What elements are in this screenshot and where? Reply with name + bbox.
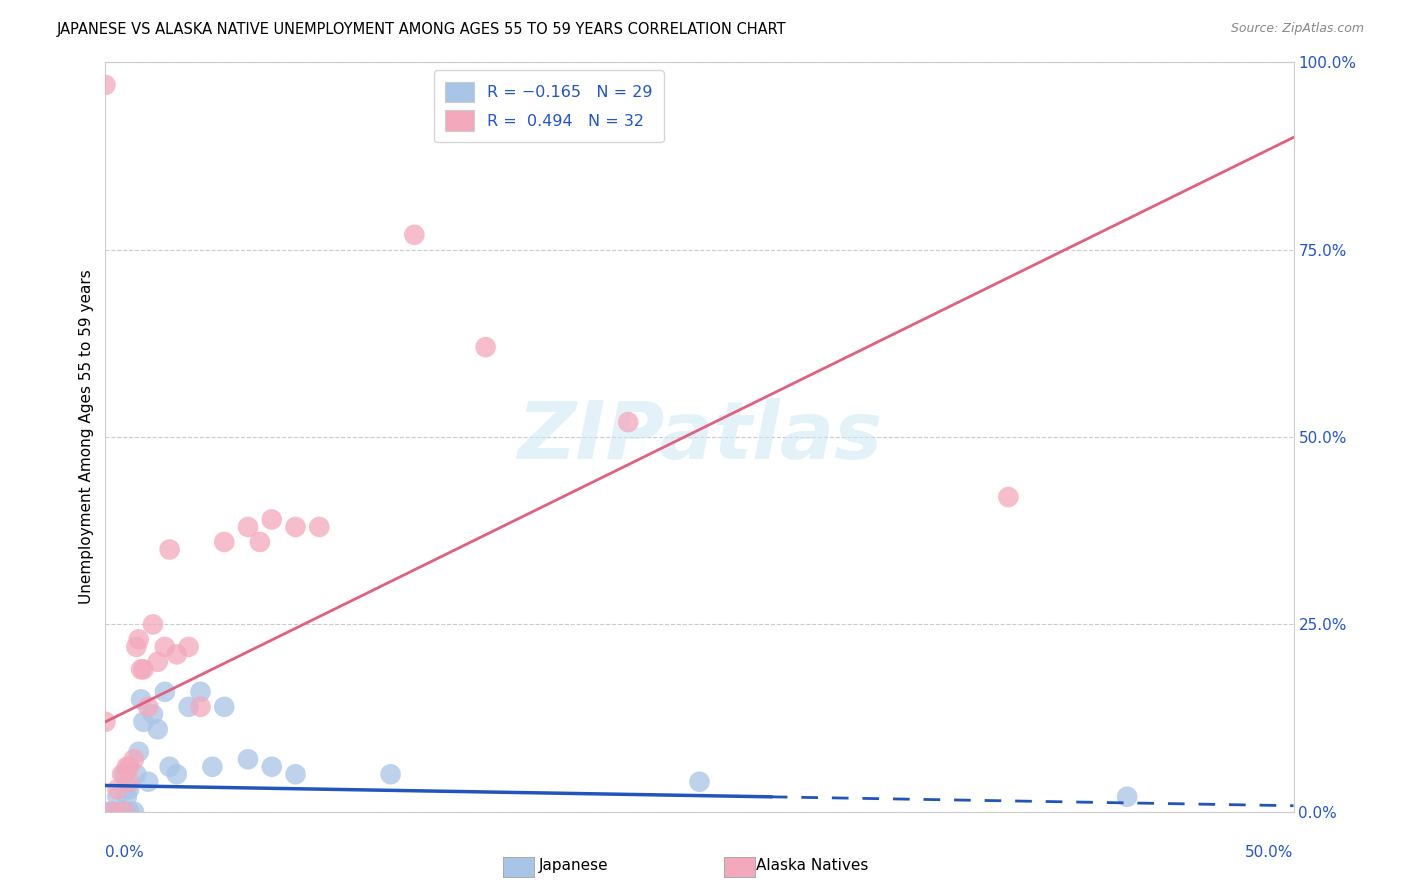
Point (111, 805, 134, 819)
Point (129, 662, 152, 676)
Point (260, 760, 283, 774)
Point (177, 640, 200, 654)
Point (101, 805, 124, 819)
Point (249, 535, 271, 549)
Text: JAPANESE VS ALASKA NATIVE UNEMPLOYMENT AMONG AGES 55 TO 59 YEARS CORRELATION CHA: JAPANESE VS ALASKA NATIVE UNEMPLOYMENT A… (56, 22, 786, 37)
Point (118, 782, 141, 797)
Point (132, 662, 155, 676)
Text: Source: ZipAtlas.com: Source: ZipAtlas.com (1230, 22, 1364, 36)
Point (122, 752, 145, 766)
Point (105, 789, 128, 804)
Text: Japanese: Japanese (538, 858, 609, 872)
Text: Alaska Natives: Alaska Natives (756, 858, 869, 872)
Point (177, 699, 200, 714)
Point (118, 774, 141, 789)
Point (284, 520, 307, 534)
Point (617, 415, 640, 429)
Point (159, 760, 181, 774)
Point (997, 490, 1019, 504)
Point (146, 723, 169, 737)
Point (153, 685, 176, 699)
Point (166, 648, 188, 662)
Point (101, 805, 124, 819)
Point (166, 767, 188, 781)
Point (201, 760, 224, 774)
Point (105, 782, 128, 797)
Point (111, 767, 134, 781)
Point (94, 805, 117, 819)
Point (214, 699, 236, 714)
Point (118, 805, 141, 819)
Point (190, 699, 212, 714)
Point (128, 745, 150, 759)
Point (159, 542, 181, 557)
Point (214, 535, 236, 549)
Point (136, 774, 159, 789)
Point (114, 805, 136, 819)
Point (380, 767, 402, 781)
Point (118, 760, 141, 774)
Point (94, 78, 117, 92)
Text: 50.0%: 50.0% (1246, 846, 1294, 861)
Point (146, 655, 169, 669)
Point (142, 707, 165, 722)
Point (128, 632, 150, 647)
Point (94, 714, 117, 729)
Y-axis label: Unemployment Among Ages 55 to 59 years: Unemployment Among Ages 55 to 59 years (79, 269, 94, 605)
Point (153, 640, 176, 654)
Point (190, 685, 212, 699)
Point (1116, 789, 1139, 804)
Point (260, 512, 283, 526)
Point (142, 617, 165, 632)
Legend: R = −0.165   N = 29, R =  0.494   N = 32: R = −0.165 N = 29, R = 0.494 N = 32 (434, 70, 664, 142)
Point (115, 789, 138, 804)
Point (129, 692, 152, 706)
Point (308, 520, 330, 534)
Point (236, 752, 259, 766)
Point (125, 767, 148, 781)
Point (125, 640, 148, 654)
Point (474, 340, 496, 354)
Point (236, 520, 259, 534)
Point (404, 227, 426, 242)
Text: 0.0%: 0.0% (105, 846, 145, 861)
Point (284, 767, 307, 781)
Point (122, 805, 145, 819)
Text: ZIPatlas: ZIPatlas (517, 398, 882, 476)
Point (689, 774, 711, 789)
Point (114, 767, 136, 781)
Point (115, 760, 138, 774)
Point (136, 699, 159, 714)
Point (132, 714, 155, 729)
